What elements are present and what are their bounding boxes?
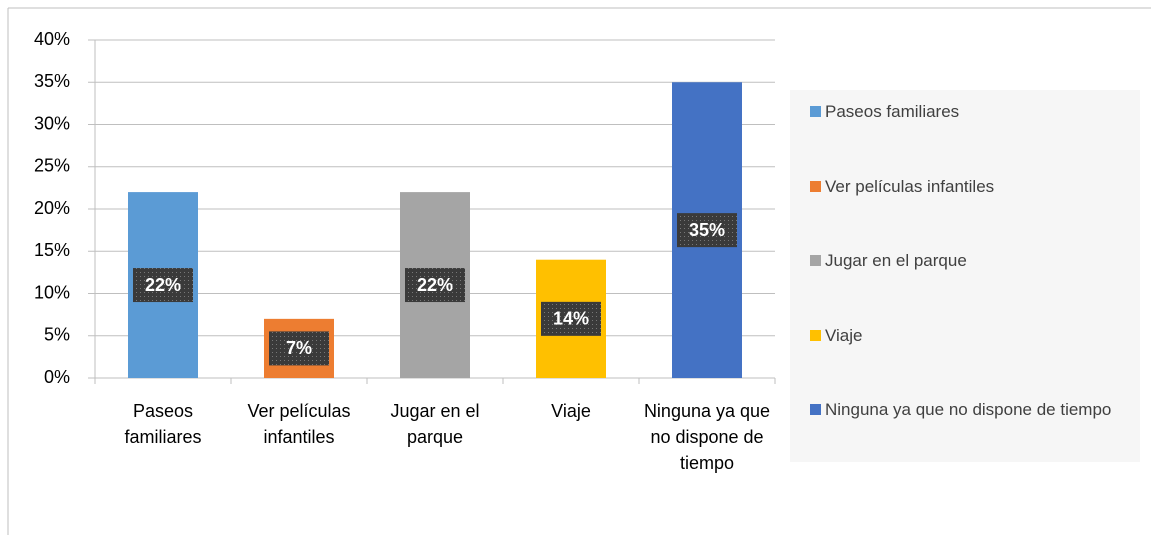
- x-tick-label: Ninguna ya que no dispone de tiempo: [643, 401, 771, 473]
- legend-label: Paseos familiares: [825, 102, 960, 121]
- y-tick-label: 20%: [34, 198, 70, 218]
- data-label: 14%: [553, 309, 589, 329]
- legend-item: Viaje: [810, 322, 1140, 349]
- y-tick-label: 30%: [34, 113, 70, 133]
- y-tick-label: 15%: [34, 240, 70, 260]
- legend-item: Ninguna ya que no dispone de tiempo: [810, 396, 1140, 423]
- y-tick-label: 0%: [44, 367, 70, 387]
- legend-swatch: [810, 106, 821, 117]
- legend-swatch: [810, 180, 821, 192]
- x-tick-label: Viaje: [551, 401, 591, 421]
- legend-label: Ver películas infantiles: [825, 176, 995, 196]
- x-tick-label: Jugar en el parque: [390, 401, 480, 447]
- data-label-box: [405, 268, 465, 303]
- data-label: 22%: [145, 275, 181, 295]
- x-tick-label: Paseos familiares: [124, 401, 202, 447]
- data-label: 22%: [417, 275, 453, 295]
- legend-label: Viaje: [825, 325, 863, 345]
- y-tick-label: 5%: [44, 325, 70, 345]
- legend-swatch: [810, 404, 821, 415]
- y-tick-label: 25%: [34, 156, 70, 176]
- y-tick-label: 10%: [34, 282, 70, 302]
- x-tick-label: Ver películas infantiles: [247, 401, 351, 447]
- data-label-box: [677, 213, 737, 248]
- y-tick-label: 40%: [34, 29, 70, 49]
- legend-item: Jugar en el parque: [810, 247, 1140, 274]
- legend-swatch: [810, 329, 821, 341]
- data-label-box: [269, 331, 329, 366]
- legend-label: Jugar en el parque: [825, 251, 967, 270]
- data-label: 7%: [286, 338, 312, 358]
- data-label: 35%: [689, 220, 725, 240]
- y-tick-label: 35%: [34, 71, 70, 91]
- legend: Paseos familiares Ver películas infantile…: [790, 90, 1140, 462]
- legend-item: Paseos familiares: [810, 98, 1140, 125]
- legend-label: Ninguna ya que no dispone de tiempo: [825, 400, 1112, 419]
- legend-swatch: [810, 255, 821, 266]
- data-label-box: [541, 301, 601, 336]
- legend-item: Ver películas infantiles: [810, 173, 1140, 200]
- data-label-box: [133, 268, 193, 303]
